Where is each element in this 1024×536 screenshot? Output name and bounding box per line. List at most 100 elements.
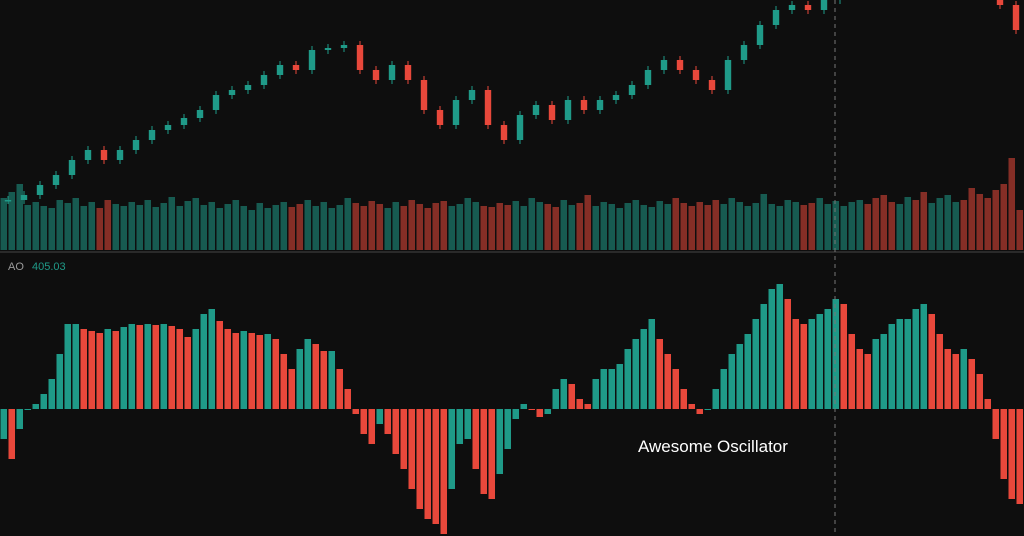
ao-bar — [528, 409, 535, 410]
ao-bar — [0, 409, 7, 439]
ao-bar — [56, 354, 63, 409]
ao-bar — [704, 409, 711, 410]
candle — [692, 70, 700, 80]
ao-bar — [16, 409, 23, 429]
ao-bar — [248, 333, 255, 409]
volume-bar — [416, 204, 423, 250]
volume-bar — [256, 203, 263, 250]
candle — [244, 85, 252, 90]
volume-bar — [616, 208, 623, 250]
volume-bar — [88, 202, 95, 250]
volume-bar — [800, 205, 807, 250]
volume-bar — [168, 197, 175, 250]
candle — [628, 85, 636, 95]
ao-bar — [928, 314, 935, 409]
ao-bar — [552, 389, 559, 409]
volume-bar — [704, 205, 711, 250]
volume-bar — [368, 201, 375, 250]
ao-bar — [480, 409, 487, 494]
volume-bar — [864, 204, 871, 250]
volume-bar — [144, 200, 151, 250]
ao-bar — [736, 344, 743, 409]
volume-bar — [696, 202, 703, 250]
volume-bar — [320, 202, 327, 250]
candle — [820, 0, 828, 10]
ao-bar — [120, 327, 127, 409]
ao-bar — [936, 334, 943, 409]
volume-bar — [688, 206, 695, 250]
volume-bar — [1000, 184, 1007, 250]
volume-bar — [400, 206, 407, 250]
volume-bar — [576, 203, 583, 250]
candle — [996, 0, 1004, 5]
ao-bar — [288, 369, 295, 409]
candle — [1012, 5, 1020, 30]
volume-bar — [200, 205, 207, 250]
volume-bar — [936, 198, 943, 250]
ao-bar — [792, 319, 799, 409]
ao-bar — [944, 349, 951, 409]
volume-bar — [552, 207, 559, 250]
volume-bar — [208, 202, 215, 250]
candle — [740, 45, 748, 60]
ao-bar — [680, 389, 687, 409]
ao-bar — [952, 354, 959, 409]
volume-bar — [304, 200, 311, 250]
ao-bar — [352, 409, 359, 414]
ao-bar — [280, 354, 287, 409]
ao-bar — [104, 329, 111, 409]
indicator-value: 405.03 — [32, 261, 66, 273]
volume-bar — [832, 201, 839, 250]
volume-bar — [608, 204, 615, 250]
candle — [116, 150, 124, 160]
volume-bar — [496, 203, 503, 250]
volume-bar — [336, 205, 343, 250]
volume-bar — [392, 202, 399, 250]
ao-bar — [232, 333, 239, 409]
ao-bar — [160, 324, 167, 409]
candle — [260, 75, 268, 85]
volume-bar — [648, 207, 655, 250]
volume-bar — [600, 202, 607, 250]
ao-bar — [608, 369, 615, 409]
ao-bar — [576, 399, 583, 409]
volume-bar — [736, 202, 743, 250]
volume-bar — [288, 207, 295, 250]
volume-bar — [816, 198, 823, 250]
ao-bar — [616, 364, 623, 409]
candle — [596, 100, 604, 110]
candle — [772, 10, 780, 25]
ao-bar — [1008, 409, 1015, 499]
volume-bar — [344, 198, 351, 250]
volume-bar — [624, 203, 631, 250]
ao-bar — [408, 409, 415, 489]
ao-bar — [816, 314, 823, 409]
candle — [580, 100, 588, 110]
volume-bar — [920, 192, 927, 250]
ao-bar — [752, 319, 759, 409]
volume-bar — [360, 206, 367, 250]
ao-bar — [152, 325, 159, 409]
volume-bar — [424, 208, 431, 250]
ao-bar — [888, 324, 895, 409]
ao-bar — [760, 304, 767, 409]
candle — [708, 80, 716, 90]
ao-bar — [416, 409, 423, 509]
candle — [164, 125, 172, 130]
volume-bar — [728, 198, 735, 250]
volume-bar — [104, 200, 111, 250]
ao-bar — [896, 319, 903, 409]
ao-bar — [672, 369, 679, 409]
ao-bar — [368, 409, 375, 444]
ao-bar — [448, 409, 455, 489]
volume-bar — [888, 202, 895, 250]
ao-bar — [920, 304, 927, 409]
candle — [420, 80, 428, 110]
ao-bar — [832, 299, 839, 409]
ao-bar — [216, 321, 223, 409]
volume-bar — [664, 204, 671, 250]
volume-bar — [960, 200, 967, 250]
ao-bar — [384, 409, 391, 434]
